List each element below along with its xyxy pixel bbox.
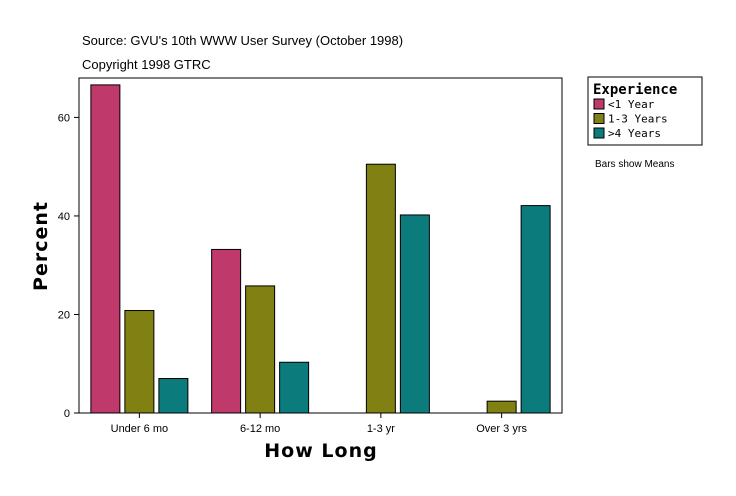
y-axis-title: Percent: [30, 201, 52, 291]
x-tick-label: 1-3 yr: [367, 423, 395, 435]
x-axis: Under 6 mo 6-12 mo 1-3 yr Over 3 yrs: [111, 413, 527, 435]
bars: [90, 84, 551, 414]
source-text: Source: GVU's 10th WWW User Survey (Octo…: [82, 33, 403, 48]
bar: [399, 214, 430, 414]
y-axis: 0 20 40 60: [58, 112, 79, 420]
legend-label: <1 Year: [608, 98, 655, 111]
x-tick-label: Under 6 mo: [111, 423, 168, 435]
legend-swatch: [593, 113, 605, 124]
bar: [365, 163, 396, 414]
x-tick-label: Over 3 yrs: [476, 423, 527, 435]
bar: [90, 84, 121, 414]
bar: [124, 310, 155, 414]
y-tick-label: 40: [58, 211, 70, 223]
legend-items: <1 Year 1-3 Years>4 Years: [593, 98, 668, 140]
legend-swatch: [593, 98, 605, 110]
bar: [486, 400, 517, 414]
legend-box: [587, 76, 703, 146]
bar: [520, 205, 551, 414]
y-tick-label: 60: [58, 112, 70, 124]
bar: [158, 378, 189, 414]
legend-swatch: [593, 127, 605, 139]
x-tick-label: 6-12 mo: [240, 423, 280, 435]
y-tick-label: 20: [58, 309, 70, 321]
bar: [211, 248, 242, 414]
legend-title: Experience: [593, 82, 677, 98]
legend: Experience <1 Year 1-3 Years>4 Years: [587, 76, 703, 146]
legend-label: 1-3 Years: [608, 113, 668, 126]
y-tick-label: 0: [64, 408, 70, 420]
bar: [279, 361, 310, 414]
copyright-text: Copyright 1998 GTRC: [82, 57, 211, 72]
plot-area: [78, 77, 563, 414]
note-text: Bars show Means: [595, 159, 674, 170]
x-axis-title: How Long: [264, 440, 377, 462]
legend-label: >4 Years: [608, 127, 661, 140]
bar: [245, 285, 276, 414]
